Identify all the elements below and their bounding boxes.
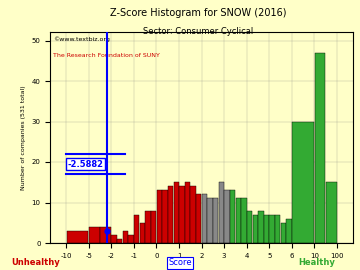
Bar — [190, 186, 196, 243]
Bar — [151, 211, 156, 243]
Bar — [174, 182, 179, 243]
Bar — [269, 215, 275, 243]
Text: Score: Score — [168, 258, 192, 267]
Bar — [179, 186, 185, 243]
Text: Unhealthy: Unhealthy — [12, 258, 60, 267]
Bar — [162, 190, 168, 243]
Bar — [213, 198, 219, 243]
Bar — [247, 211, 252, 243]
Bar — [202, 194, 207, 243]
Bar — [241, 198, 247, 243]
Bar — [315, 53, 325, 243]
Bar — [157, 190, 162, 243]
Bar — [281, 223, 286, 243]
Bar — [168, 186, 173, 243]
Bar — [129, 235, 134, 243]
Bar — [230, 190, 235, 243]
Y-axis label: Number of companies (531 total): Number of companies (531 total) — [21, 85, 26, 190]
Text: -2.5882: -2.5882 — [67, 160, 103, 168]
Bar — [145, 211, 151, 243]
Bar — [140, 223, 145, 243]
Bar — [196, 194, 202, 243]
Bar — [117, 239, 122, 243]
Bar — [67, 231, 88, 243]
Text: Healthy: Healthy — [298, 258, 335, 267]
Bar — [264, 215, 269, 243]
Bar — [292, 122, 314, 243]
Bar — [286, 219, 292, 243]
Bar — [275, 215, 280, 243]
Bar — [235, 198, 241, 243]
Bar — [100, 227, 111, 243]
Bar — [252, 215, 258, 243]
Text: ©www.textbiz.org: ©www.textbiz.org — [53, 37, 110, 42]
Text: Sector: Consumer Cyclical: Sector: Consumer Cyclical — [143, 27, 253, 36]
Bar — [224, 190, 230, 243]
Bar — [258, 211, 264, 243]
Bar — [207, 198, 213, 243]
Text: The Research Foundation of SUNY: The Research Foundation of SUNY — [53, 53, 160, 59]
Bar — [89, 227, 100, 243]
Text: Z-Score Histogram for SNOW (2016): Z-Score Histogram for SNOW (2016) — [110, 8, 286, 18]
Bar — [326, 182, 337, 243]
Bar — [112, 235, 117, 243]
Bar — [219, 182, 224, 243]
Bar — [185, 182, 190, 243]
Bar — [134, 215, 139, 243]
Bar — [123, 231, 128, 243]
